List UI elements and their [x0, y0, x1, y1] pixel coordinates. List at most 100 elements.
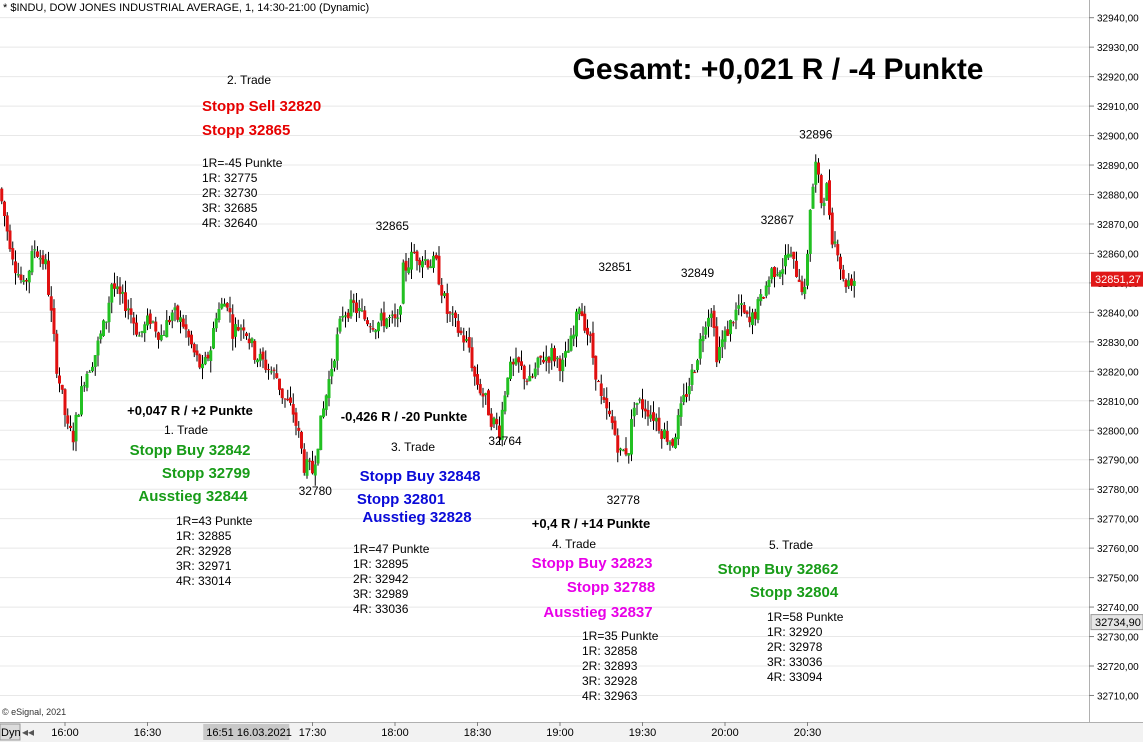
- candle-body: [712, 310, 716, 328]
- scroll-left-icon[interactable]: ◂◂: [22, 725, 34, 739]
- trade-note-line: 1R: 32895: [353, 557, 409, 571]
- candle-body: [773, 267, 776, 278]
- candle-body: [690, 369, 694, 385]
- trade-note-line: 4R: 33094: [767, 670, 823, 684]
- candle-body: [701, 335, 705, 342]
- candle-body: [850, 278, 853, 286]
- candle-body: [522, 365, 526, 380]
- candle-body: [594, 355, 598, 380]
- candle-body: [506, 377, 510, 395]
- candle-body: [687, 386, 691, 395]
- y-tick-label: 32910,00: [1097, 102, 1139, 113]
- x-axis[interactable]: 16:00 16:30 17:30 18:00 18:30 19:00 19:30 20:00…: [0, 722, 1143, 742]
- y-tick-label: 32790,00: [1097, 456, 1139, 467]
- candle-body: [718, 346, 721, 361]
- candle-body: [437, 255, 441, 285]
- candle-body: [267, 369, 270, 371]
- trade-note-line: Stopp 32799: [162, 465, 250, 482]
- y-axis[interactable]: 32710,00 32720,00 32730,00 32740,00 32750,00…: [1089, 0, 1143, 722]
- candle-body: [82, 385, 86, 387]
- candle-body: [789, 254, 793, 257]
- candle-body: [16, 274, 20, 276]
- candle-body: [742, 305, 746, 313]
- candle-body: [685, 394, 688, 397]
- candle-body: [682, 394, 686, 403]
- x-tick-label: 18:30: [464, 727, 492, 739]
- candle-body: [731, 322, 735, 324]
- y-tick-label: 32770,00: [1097, 515, 1139, 526]
- candle-body: [66, 415, 70, 424]
- candle-body: [542, 359, 545, 363]
- candle-body: [624, 448, 628, 455]
- candle-body: [11, 248, 15, 260]
- candle-body: [495, 419, 499, 425]
- candle-body: [588, 334, 592, 336]
- candle-body: [550, 347, 554, 361]
- candle-body: [679, 403, 683, 417]
- candle-body: [583, 313, 587, 331]
- trade-note-line: Stopp Buy 32842: [130, 442, 251, 459]
- candle-body: [426, 260, 430, 268]
- price-annotation-peak-0r: 0R: [180, 0, 197, 3]
- candle-body: [632, 407, 636, 417]
- candle-body: [401, 262, 405, 304]
- candle-body: [630, 418, 633, 455]
- candle-body: [784, 254, 787, 267]
- candle-body: [272, 369, 276, 371]
- candle-body: [47, 260, 50, 295]
- trade-note-line: 4R: 32640: [202, 216, 258, 230]
- candle-body: [572, 334, 576, 339]
- candle-body: [547, 357, 551, 363]
- trade-note-line: 2. Trade: [227, 73, 271, 87]
- candle-body: [492, 417, 496, 425]
- candle-body: [737, 305, 741, 309]
- trade-note-line: 3R: 33036: [767, 655, 823, 669]
- y-tick-label: 32730,00: [1097, 633, 1139, 644]
- candle-body: [723, 330, 727, 342]
- candle-body: [245, 333, 248, 337]
- candle-body: [80, 386, 83, 415]
- candle-body: [836, 244, 840, 256]
- candle-body: [462, 335, 466, 343]
- y-tick-label: 32920,00: [1097, 73, 1139, 84]
- candle-body: [811, 186, 815, 209]
- candle-body: [30, 251, 34, 273]
- candle-body: [445, 293, 449, 314]
- candle-body: [605, 398, 609, 409]
- candle-body: [228, 308, 232, 313]
- candle-body: [806, 253, 809, 286]
- y-tick-label: 32720,00: [1097, 662, 1139, 673]
- candle-body: [247, 338, 251, 344]
- candle-body: [454, 312, 457, 319]
- candle-body: [748, 316, 752, 323]
- candle-body: [797, 279, 801, 282]
- candle-body: [190, 334, 193, 345]
- x-tick-label: 20:30: [794, 727, 822, 739]
- trade-note-line: 2R: 32893: [582, 659, 638, 673]
- x-tick-label: 18:00: [381, 727, 409, 739]
- trade-note-line: Stopp Buy 32823: [532, 555, 653, 572]
- candle-body: [443, 293, 446, 297]
- y-tick-label: 32840,00: [1097, 308, 1139, 319]
- candle-body: [808, 209, 812, 254]
- candle-body: [300, 431, 303, 449]
- candle-body: [726, 329, 730, 336]
- trade-note-line: 3R: 32989: [353, 587, 409, 601]
- x-tick-label: 20:00: [711, 727, 739, 739]
- candle-body: [225, 303, 229, 308]
- candle-body: [96, 340, 100, 356]
- candle-body: [756, 299, 760, 320]
- candle-body: [544, 356, 548, 361]
- candle-body: [154, 321, 158, 332]
- total-result-title: Gesamt: +0,021 R / -4 Punkte: [572, 53, 983, 86]
- candle-body: [429, 266, 433, 269]
- candle-body: [220, 303, 224, 309]
- candle-body: [646, 409, 650, 417]
- candle-body: [198, 354, 202, 368]
- candle-body: [91, 366, 94, 372]
- dyn-button[interactable]: [0, 723, 21, 741]
- candle-body: [25, 279, 28, 282]
- candle-body: [729, 319, 732, 335]
- candle-body: [580, 311, 584, 316]
